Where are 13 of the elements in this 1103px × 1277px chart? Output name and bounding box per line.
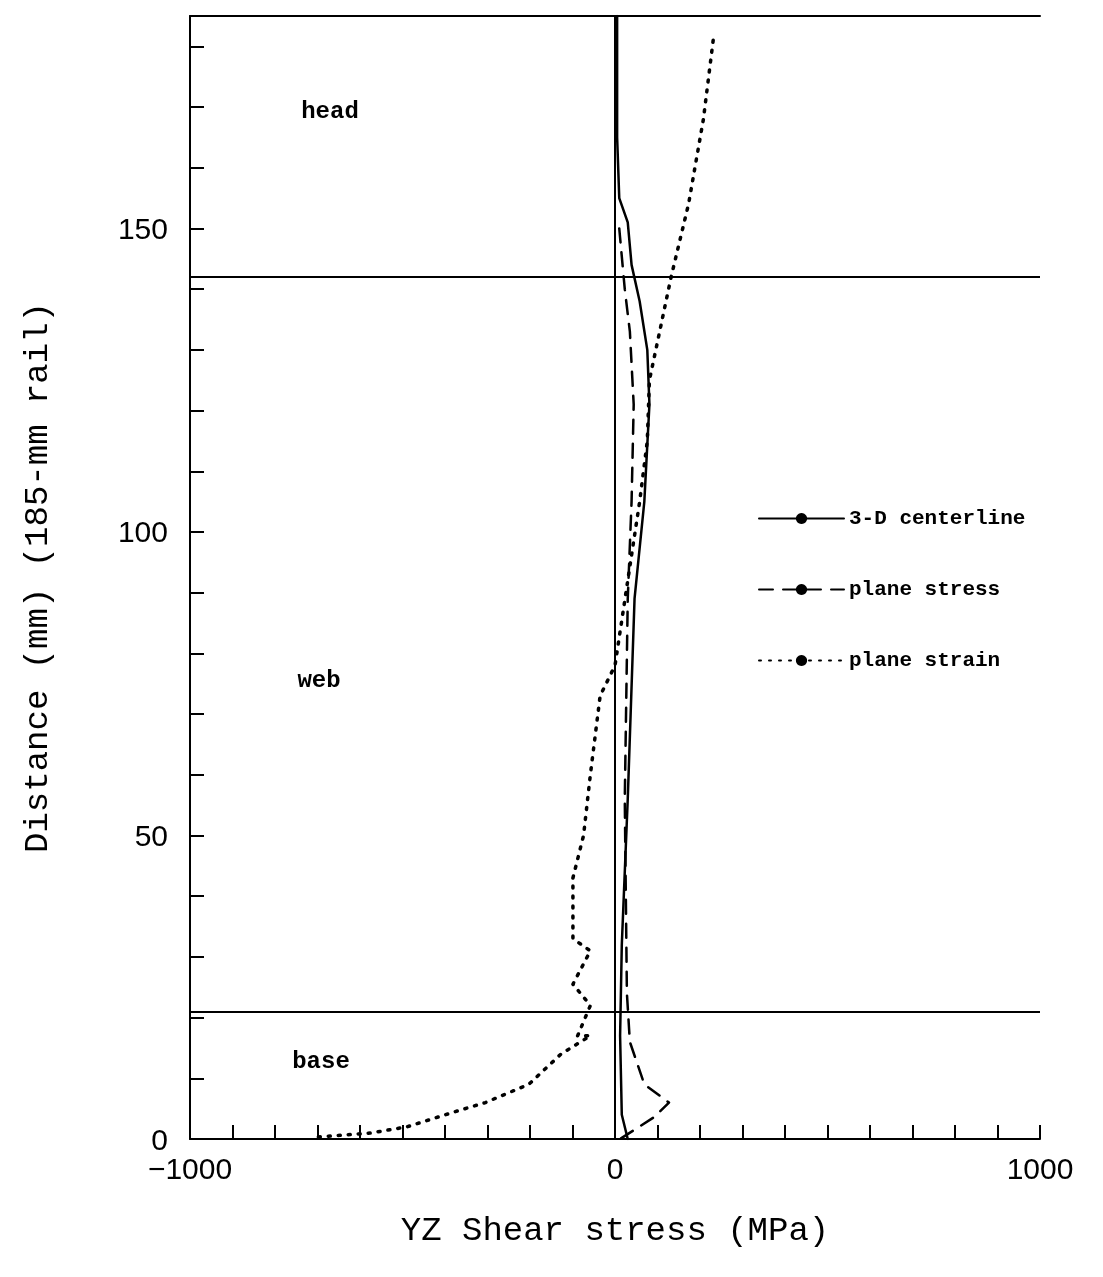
legend-label: plane strain <box>849 649 1001 672</box>
legend-label: 3-D centerline <box>849 507 1026 530</box>
annotation: head <box>301 97 359 125</box>
legend-label: plane stress <box>849 578 1001 601</box>
x-tick-label: 0 <box>606 1151 624 1185</box>
x-axis-title: YZ Shear stress (MPa) <box>400 1212 830 1250</box>
y-axis-title: Distance (mm) (185-mm rail) <box>19 302 57 853</box>
annotation: base <box>292 1047 350 1075</box>
y-tick-label: 150 <box>117 211 168 245</box>
y-tick-label: 50 <box>134 818 168 852</box>
annotation: web <box>297 666 341 694</box>
y-tick-label: 100 <box>117 515 168 549</box>
x-tick-label: 1000 <box>1006 1151 1074 1185</box>
